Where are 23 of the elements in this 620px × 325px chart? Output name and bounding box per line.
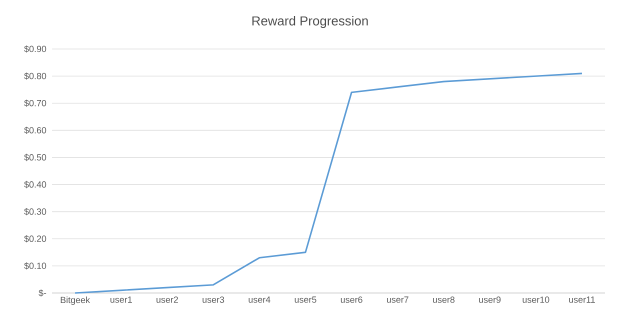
x-tick-label: user11 (569, 296, 595, 303)
y-tick-label: $0.40 (24, 180, 46, 188)
y-tick-label: $0.30 (24, 208, 46, 216)
y-tick-label: $0.10 (24, 262, 46, 270)
x-tick-label: Bitgeek (60, 296, 90, 305)
x-tick-label: user2 (156, 296, 178, 303)
chart-title: Reward Progression (252, 16, 368, 28)
x-tick-label: user3 (202, 296, 224, 303)
x-tick-label: user7 (386, 296, 408, 303)
y-tick-label: $0.70 (24, 100, 46, 107)
x-tick-label: user6 (340, 296, 362, 303)
x-tick-label: user10 (522, 296, 550, 303)
x-tick-label: user5 (294, 296, 316, 303)
y-tick-label: $0.20 (24, 235, 46, 242)
y-tick-label: $0.90 (24, 45, 46, 53)
y-tick-label: $0.50 (24, 154, 46, 162)
x-tick-label: user4 (248, 296, 270, 303)
x-tick-label: user9 (479, 296, 501, 303)
x-tick-label: user8 (433, 296, 455, 303)
y-tick-label: $0.80 (24, 72, 46, 80)
y-tick-label: $- (38, 289, 46, 297)
y-tick-label: $0.60 (24, 126, 46, 134)
x-tick-label: user1 (110, 296, 132, 303)
